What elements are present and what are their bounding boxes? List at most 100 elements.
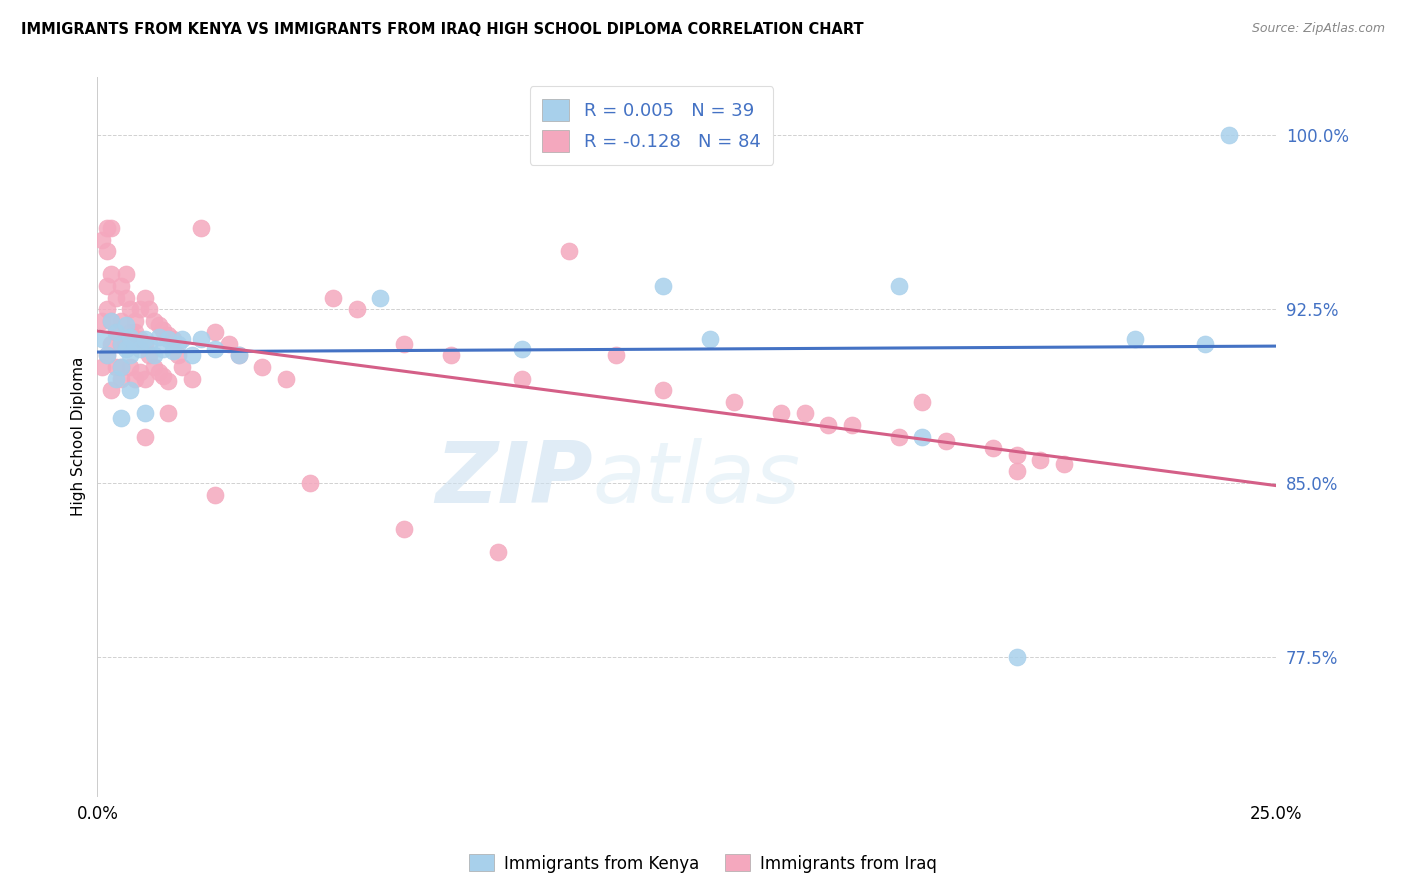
Point: [228, 349, 250, 363]
Point: [124, 372, 146, 386]
Point: [120, 330, 142, 344]
Point: [152, 369, 174, 384]
Point: [793, 406, 815, 420]
Point: [91, 360, 114, 375]
Point: [769, 406, 792, 420]
Point: [120, 349, 142, 363]
Point: [96, 221, 118, 235]
Point: [1005, 448, 1028, 462]
Point: [124, 326, 146, 340]
Point: [157, 406, 180, 420]
Point: [204, 326, 226, 340]
Point: [911, 394, 934, 409]
Point: [105, 326, 128, 340]
Point: [120, 302, 142, 317]
Point: [91, 314, 114, 328]
Point: [110, 314, 132, 328]
Point: [157, 327, 180, 342]
Point: [148, 330, 170, 344]
Point: [105, 291, 128, 305]
Point: [180, 372, 202, 386]
Point: [1218, 128, 1240, 143]
Point: [1053, 458, 1076, 472]
Point: [114, 318, 136, 333]
Point: [142, 314, 165, 328]
Point: [190, 221, 212, 235]
Point: [558, 244, 581, 259]
Point: [138, 337, 160, 351]
Point: [652, 279, 675, 293]
Point: [134, 337, 156, 351]
Point: [180, 349, 202, 363]
Point: [887, 279, 910, 293]
Point: [274, 372, 297, 386]
Point: [152, 323, 174, 337]
Point: [486, 545, 509, 559]
Point: [142, 349, 165, 363]
Point: [110, 337, 132, 351]
Point: [510, 342, 533, 356]
Point: [981, 441, 1004, 455]
Point: [605, 349, 627, 363]
Point: [134, 429, 156, 443]
Point: [96, 279, 118, 293]
Point: [110, 411, 132, 425]
Point: [134, 372, 156, 386]
Point: [392, 522, 415, 536]
Point: [120, 360, 142, 375]
Point: [110, 279, 132, 293]
Point: [96, 244, 118, 259]
Point: [157, 374, 180, 388]
Point: [162, 332, 184, 346]
Point: [887, 429, 910, 443]
Point: [114, 291, 136, 305]
Point: [218, 337, 240, 351]
Point: [100, 221, 122, 235]
Point: [110, 360, 132, 375]
Point: [96, 349, 118, 363]
Point: [124, 337, 146, 351]
Point: [723, 394, 745, 409]
Point: [105, 326, 128, 340]
Point: [105, 360, 128, 375]
Point: [110, 372, 132, 386]
Point: [252, 360, 274, 375]
Point: [440, 349, 463, 363]
Point: [817, 417, 839, 432]
Point: [1029, 452, 1052, 467]
Point: [322, 291, 344, 305]
Point: [172, 332, 194, 346]
Point: [110, 337, 132, 351]
Point: [138, 302, 160, 317]
Point: [166, 337, 188, 351]
Text: atlas: atlas: [592, 438, 800, 521]
Point: [162, 343, 184, 358]
Point: [911, 429, 934, 443]
Point: [110, 360, 132, 375]
Point: [96, 302, 118, 317]
Point: [124, 314, 146, 328]
Point: [392, 337, 415, 351]
Point: [100, 314, 122, 328]
Point: [652, 384, 675, 398]
Point: [157, 332, 180, 346]
Point: [204, 342, 226, 356]
Point: [100, 337, 122, 351]
Point: [1005, 649, 1028, 664]
Point: [128, 302, 150, 317]
Point: [114, 268, 136, 282]
Text: ZIP: ZIP: [434, 438, 592, 521]
Point: [142, 360, 165, 375]
Point: [100, 268, 122, 282]
Point: [128, 332, 150, 346]
Point: [100, 314, 122, 328]
Point: [134, 332, 156, 346]
Text: IMMIGRANTS FROM KENYA VS IMMIGRANTS FROM IRAQ HIGH SCHOOL DIPLOMA CORRELATION CH: IMMIGRANTS FROM KENYA VS IMMIGRANTS FROM…: [21, 22, 863, 37]
Point: [190, 332, 212, 346]
Point: [204, 487, 226, 501]
Point: [134, 406, 156, 420]
Point: [699, 332, 721, 346]
Point: [128, 342, 150, 356]
Point: [228, 349, 250, 363]
Point: [935, 434, 957, 449]
